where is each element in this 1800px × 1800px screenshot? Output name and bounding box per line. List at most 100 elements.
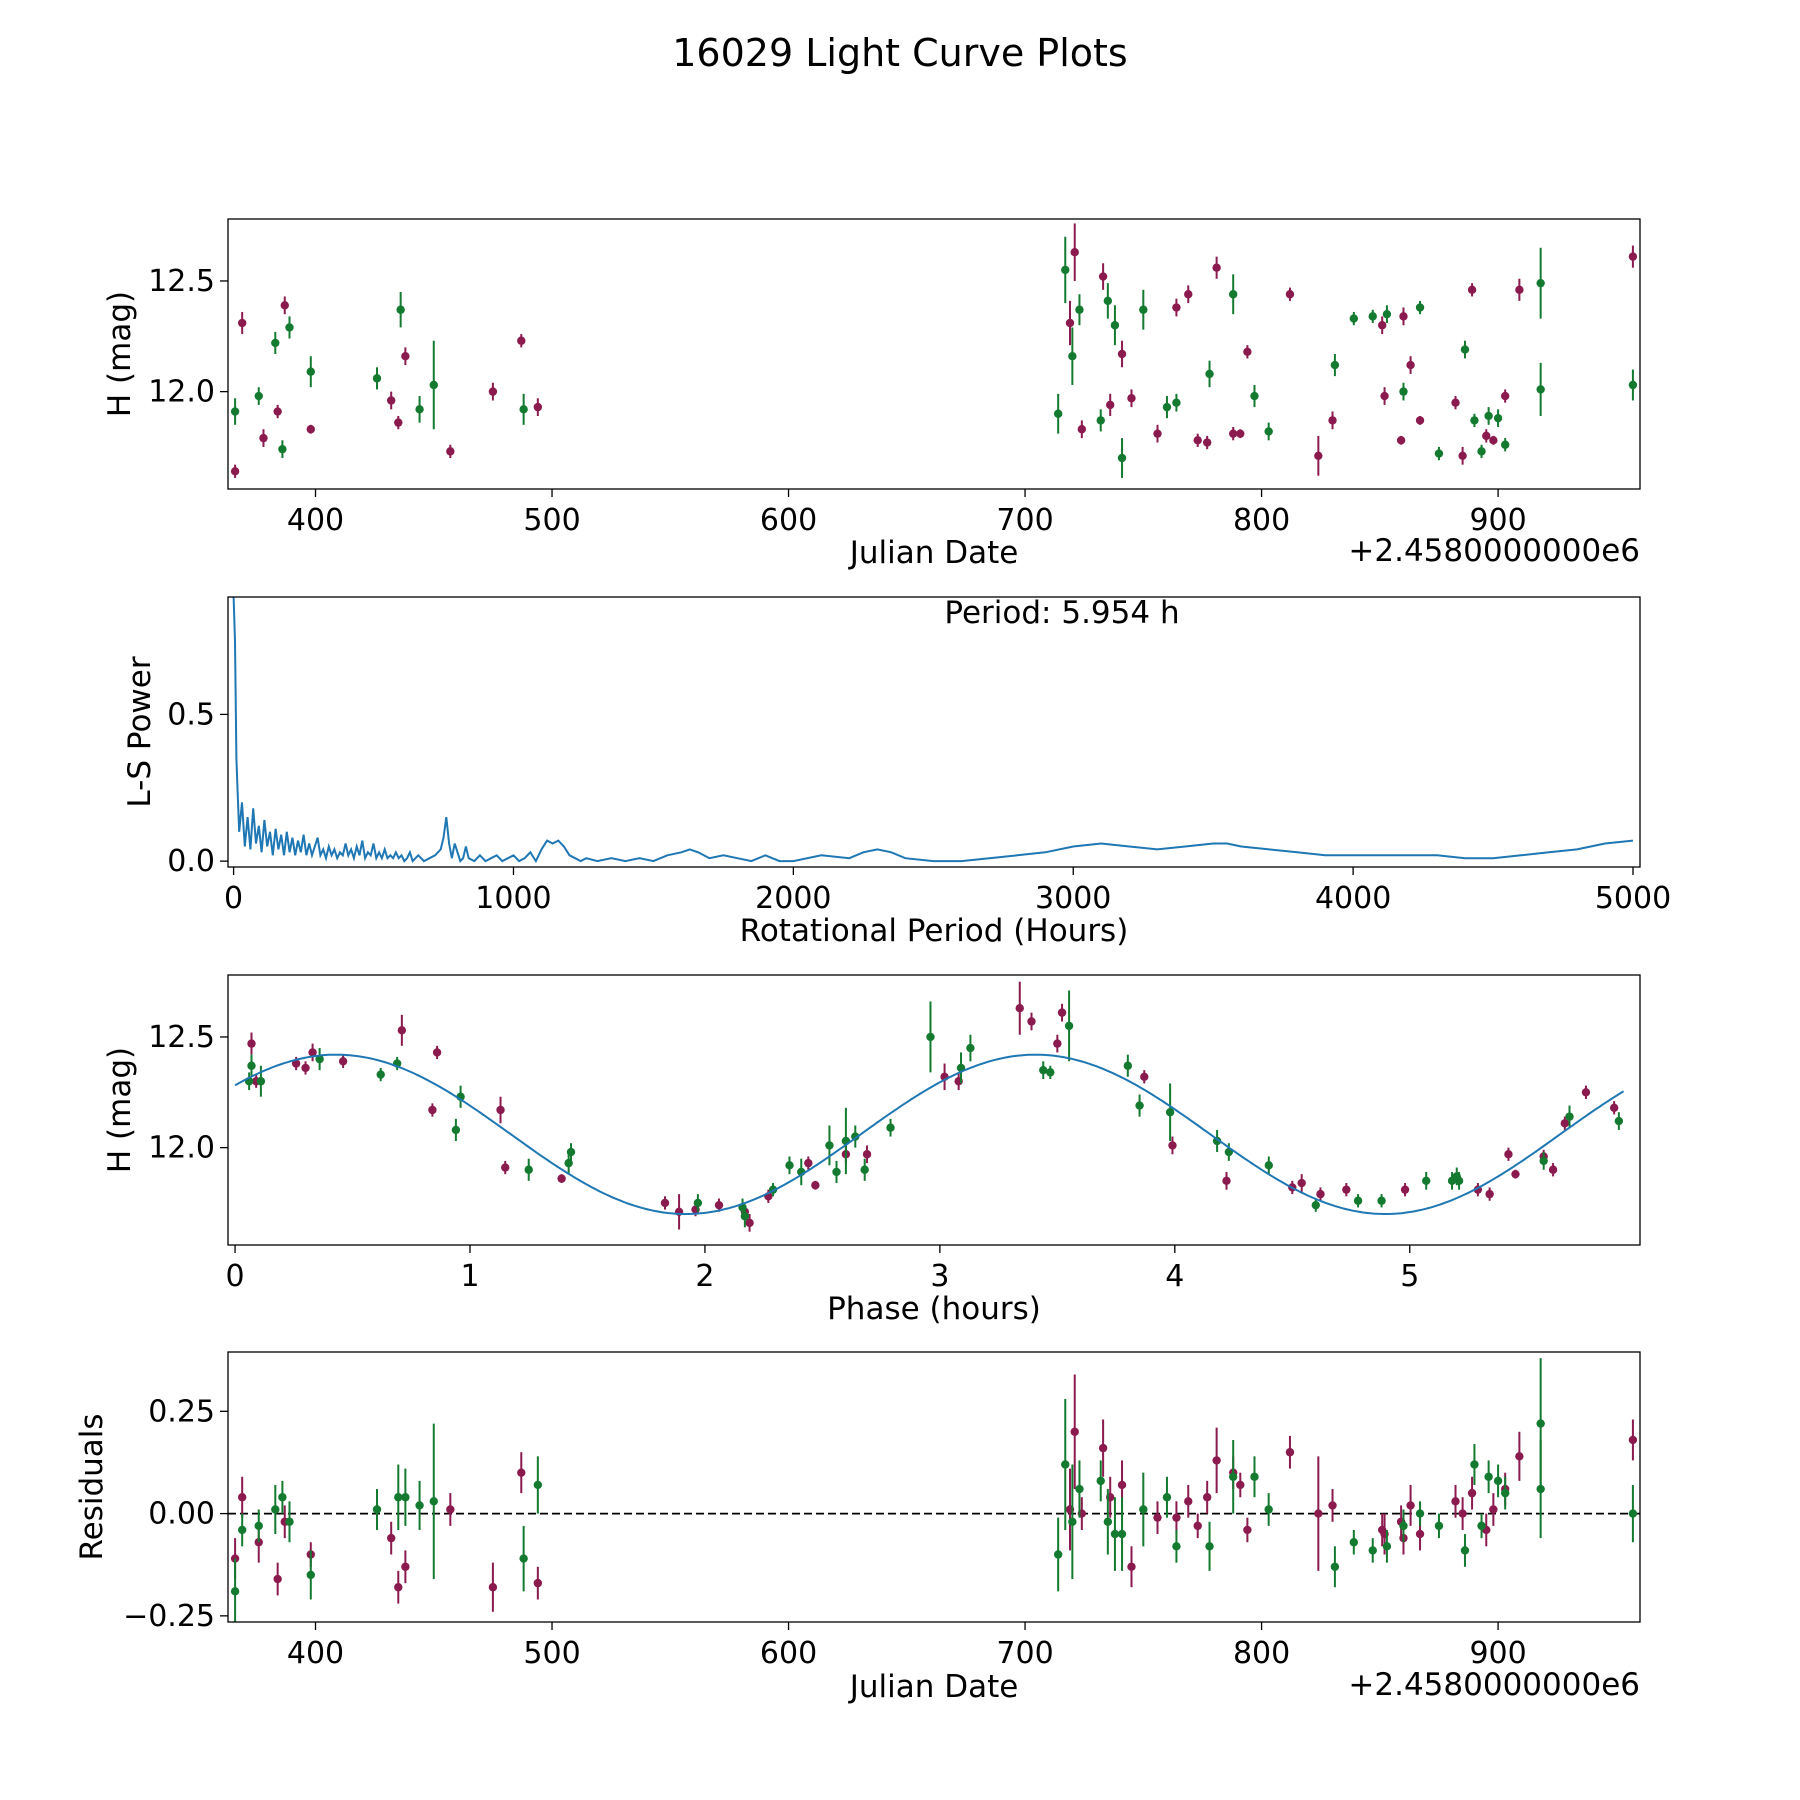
lightcurve-point-r xyxy=(1065,300,1075,346)
phased-point-g xyxy=(966,1034,975,1062)
phased-xtick-label: 3 xyxy=(930,1259,949,1294)
residuals-point-g xyxy=(306,1550,315,1600)
periodogram-xtick-label: 4000 xyxy=(1315,881,1391,916)
phased-xtick-label: 5 xyxy=(1400,1259,1419,1294)
lightcurve-xlabel: Julian Date xyxy=(848,535,1019,571)
lightcurve-point-r xyxy=(280,296,289,315)
lightcurve-point-r xyxy=(1117,340,1127,368)
residuals-point-r xyxy=(386,1521,396,1555)
residuals-point-g xyxy=(1110,1497,1120,1571)
residuals-xtick-label: 600 xyxy=(760,1636,817,1671)
periodogram-axes-frame xyxy=(227,596,1641,868)
phased-ylabel: H (mag) xyxy=(102,1047,138,1173)
residuals-plot-area xyxy=(228,1358,1640,1622)
lightcurve-point-r xyxy=(1212,256,1221,279)
lightcurve-panel: 400 500 600 700 800 900 12.0 12.5 Julian Date +… xyxy=(102,218,1641,571)
lightcurve-point-r xyxy=(1285,287,1295,301)
residuals-xtick-label: 900 xyxy=(1469,1636,1526,1671)
lightcurve-point-r xyxy=(401,347,410,366)
lightcurve-point-r xyxy=(230,464,240,478)
lightcurve-xtick-label: 500 xyxy=(523,503,580,538)
lightcurve-point-g xyxy=(372,367,382,390)
residuals-point-g xyxy=(1349,1529,1359,1555)
phased-axes-frame xyxy=(227,974,1641,1246)
lightcurve-point-r xyxy=(237,311,247,335)
residuals-point-g xyxy=(1075,1460,1084,1518)
lightcurve-point-g xyxy=(271,331,280,354)
phased-point-g xyxy=(1311,1198,1320,1212)
lightcurve-point-g xyxy=(1484,407,1493,425)
residuals-point-g xyxy=(1264,1493,1273,1526)
phased-point-g xyxy=(841,1107,851,1175)
lightcurve-point-g xyxy=(1470,413,1479,428)
phased-point-g xyxy=(1353,1194,1363,1208)
residuals-point-r xyxy=(1212,1427,1221,1494)
phased-point-r xyxy=(674,1194,684,1230)
residuals-point-g xyxy=(1382,1529,1392,1563)
phased-point-r xyxy=(1485,1187,1494,1201)
lightcurve-point-r xyxy=(1467,283,1477,297)
residuals-point-r xyxy=(1236,1472,1245,1498)
residuals-point-g xyxy=(237,1513,247,1547)
lightcurve-point-r xyxy=(1077,420,1087,439)
lightcurve-point-r xyxy=(1314,435,1323,476)
phased-xtick-label: 0 xyxy=(226,1259,245,1294)
lightcurve-point-g xyxy=(1330,354,1340,377)
lightcurve-point-r xyxy=(1396,435,1406,445)
phased-point-g xyxy=(1422,1171,1431,1190)
lightcurve-point-g xyxy=(285,316,294,339)
lightcurve-point-r xyxy=(1380,387,1389,405)
residuals-point-r xyxy=(1285,1435,1295,1469)
phased-point-r xyxy=(1140,1070,1149,1084)
residuals-point-r xyxy=(533,1566,543,1600)
residuals-point-r xyxy=(1314,1456,1323,1571)
lightcurve-point-g xyxy=(1536,362,1545,416)
lightcurve-ylabel: H (mag) xyxy=(102,291,138,417)
lightcurve-point-r xyxy=(1098,263,1108,290)
residuals-point-r xyxy=(1153,1501,1162,1535)
residuals-point-r xyxy=(1628,1419,1638,1461)
lightcurve-point-g xyxy=(278,440,287,459)
residuals-point-r xyxy=(1127,1546,1136,1588)
phased-point-g xyxy=(1165,1083,1175,1141)
phased-point-r xyxy=(1316,1187,1325,1201)
lightcurve-axes: 400 500 600 700 800 900 12.0 12.5 xyxy=(148,264,1527,538)
periodogram-ylabel: L-S Power xyxy=(122,656,158,807)
phased-point-r xyxy=(496,1096,505,1124)
residuals-point-g xyxy=(1205,1521,1214,1571)
phased-point-g xyxy=(693,1194,703,1212)
lightcurve-point-r xyxy=(386,391,396,410)
lightcurve-point-r xyxy=(1399,307,1408,326)
phased-point-g xyxy=(740,1205,750,1228)
phased-point-r xyxy=(1560,1116,1570,1130)
lightcurve-point-r xyxy=(1184,285,1193,304)
phased-xtick-label: 4 xyxy=(1165,1259,1184,1294)
residuals-point-r xyxy=(517,1452,526,1494)
lightcurve-point-g xyxy=(1382,305,1392,324)
residuals-point-r xyxy=(273,1562,282,1596)
lightcurve-point-g xyxy=(1415,300,1425,315)
phased-point-g xyxy=(315,1048,324,1071)
lightcurve-point-g xyxy=(429,340,438,430)
phased-fit-curve xyxy=(234,1053,1625,1215)
phased-point-g xyxy=(256,1065,266,1097)
phased-point-r xyxy=(1400,1183,1410,1197)
phased-point-g xyxy=(1539,1152,1548,1170)
periodogram-panel: 0 1000 2000 3000 4000 5000 0.0 0.5 Period: 5.95… xyxy=(122,595,1671,949)
residuals-point-g xyxy=(1493,1464,1503,1498)
residuals-point-g xyxy=(1068,1464,1077,1580)
residuals-point-g xyxy=(1484,1460,1493,1494)
residuals-point-g xyxy=(533,1456,543,1514)
residuals-point-g xyxy=(1536,1439,1545,1539)
lightcurve-point-r xyxy=(1193,433,1202,447)
lightcurve-point-g xyxy=(1460,340,1470,359)
lightcurve-ytick-label: 12.5 xyxy=(148,264,215,299)
phased-point-r xyxy=(1342,1183,1351,1197)
residuals-point-g xyxy=(1228,1439,1238,1514)
residuals-point-g xyxy=(1172,1529,1181,1563)
lightcurve-point-g xyxy=(1368,309,1377,324)
phased-plot-area xyxy=(234,981,1625,1232)
lightcurve-plot-area xyxy=(230,223,1638,478)
phased-point-g xyxy=(1064,990,1074,1062)
phased-point-r xyxy=(1609,1101,1619,1115)
